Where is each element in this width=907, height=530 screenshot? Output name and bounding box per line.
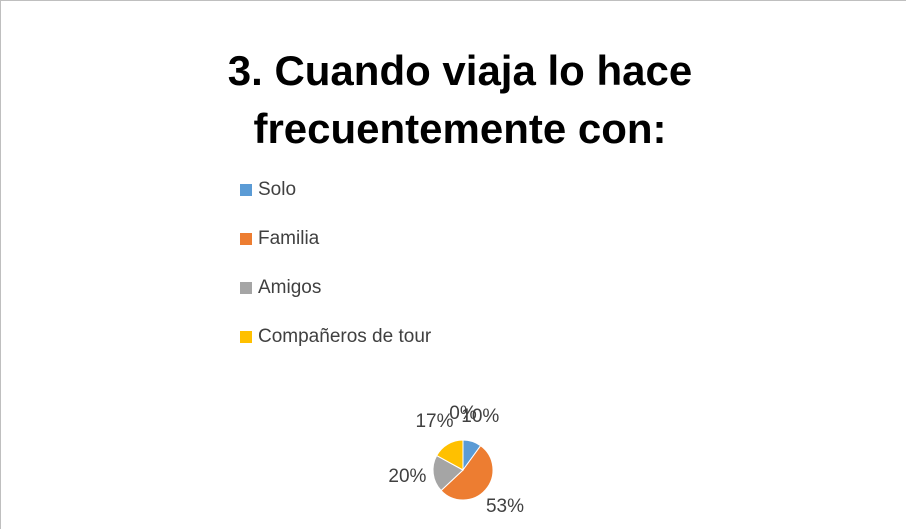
legend-swatch [240,331,252,343]
data-label: 53% [486,496,524,517]
legend-label: Amigos [258,277,321,298]
pie-slice [440,445,494,501]
legend-swatch [240,233,252,245]
legend-swatch [240,282,252,294]
data-label: 20% [388,466,426,487]
data-label: 10% [461,406,499,427]
pie-slice [432,454,464,492]
data-label: 0% [449,403,477,424]
data-label: 17% [415,411,453,432]
legend-swatch [240,184,252,196]
legend-label: Solo [258,179,296,200]
legend-label: Compañeros de tour [258,326,432,347]
chart-title: 3. Cuando viaja lo hace frecuentemente c… [227,47,693,152]
legend-label: Familia [258,228,320,249]
